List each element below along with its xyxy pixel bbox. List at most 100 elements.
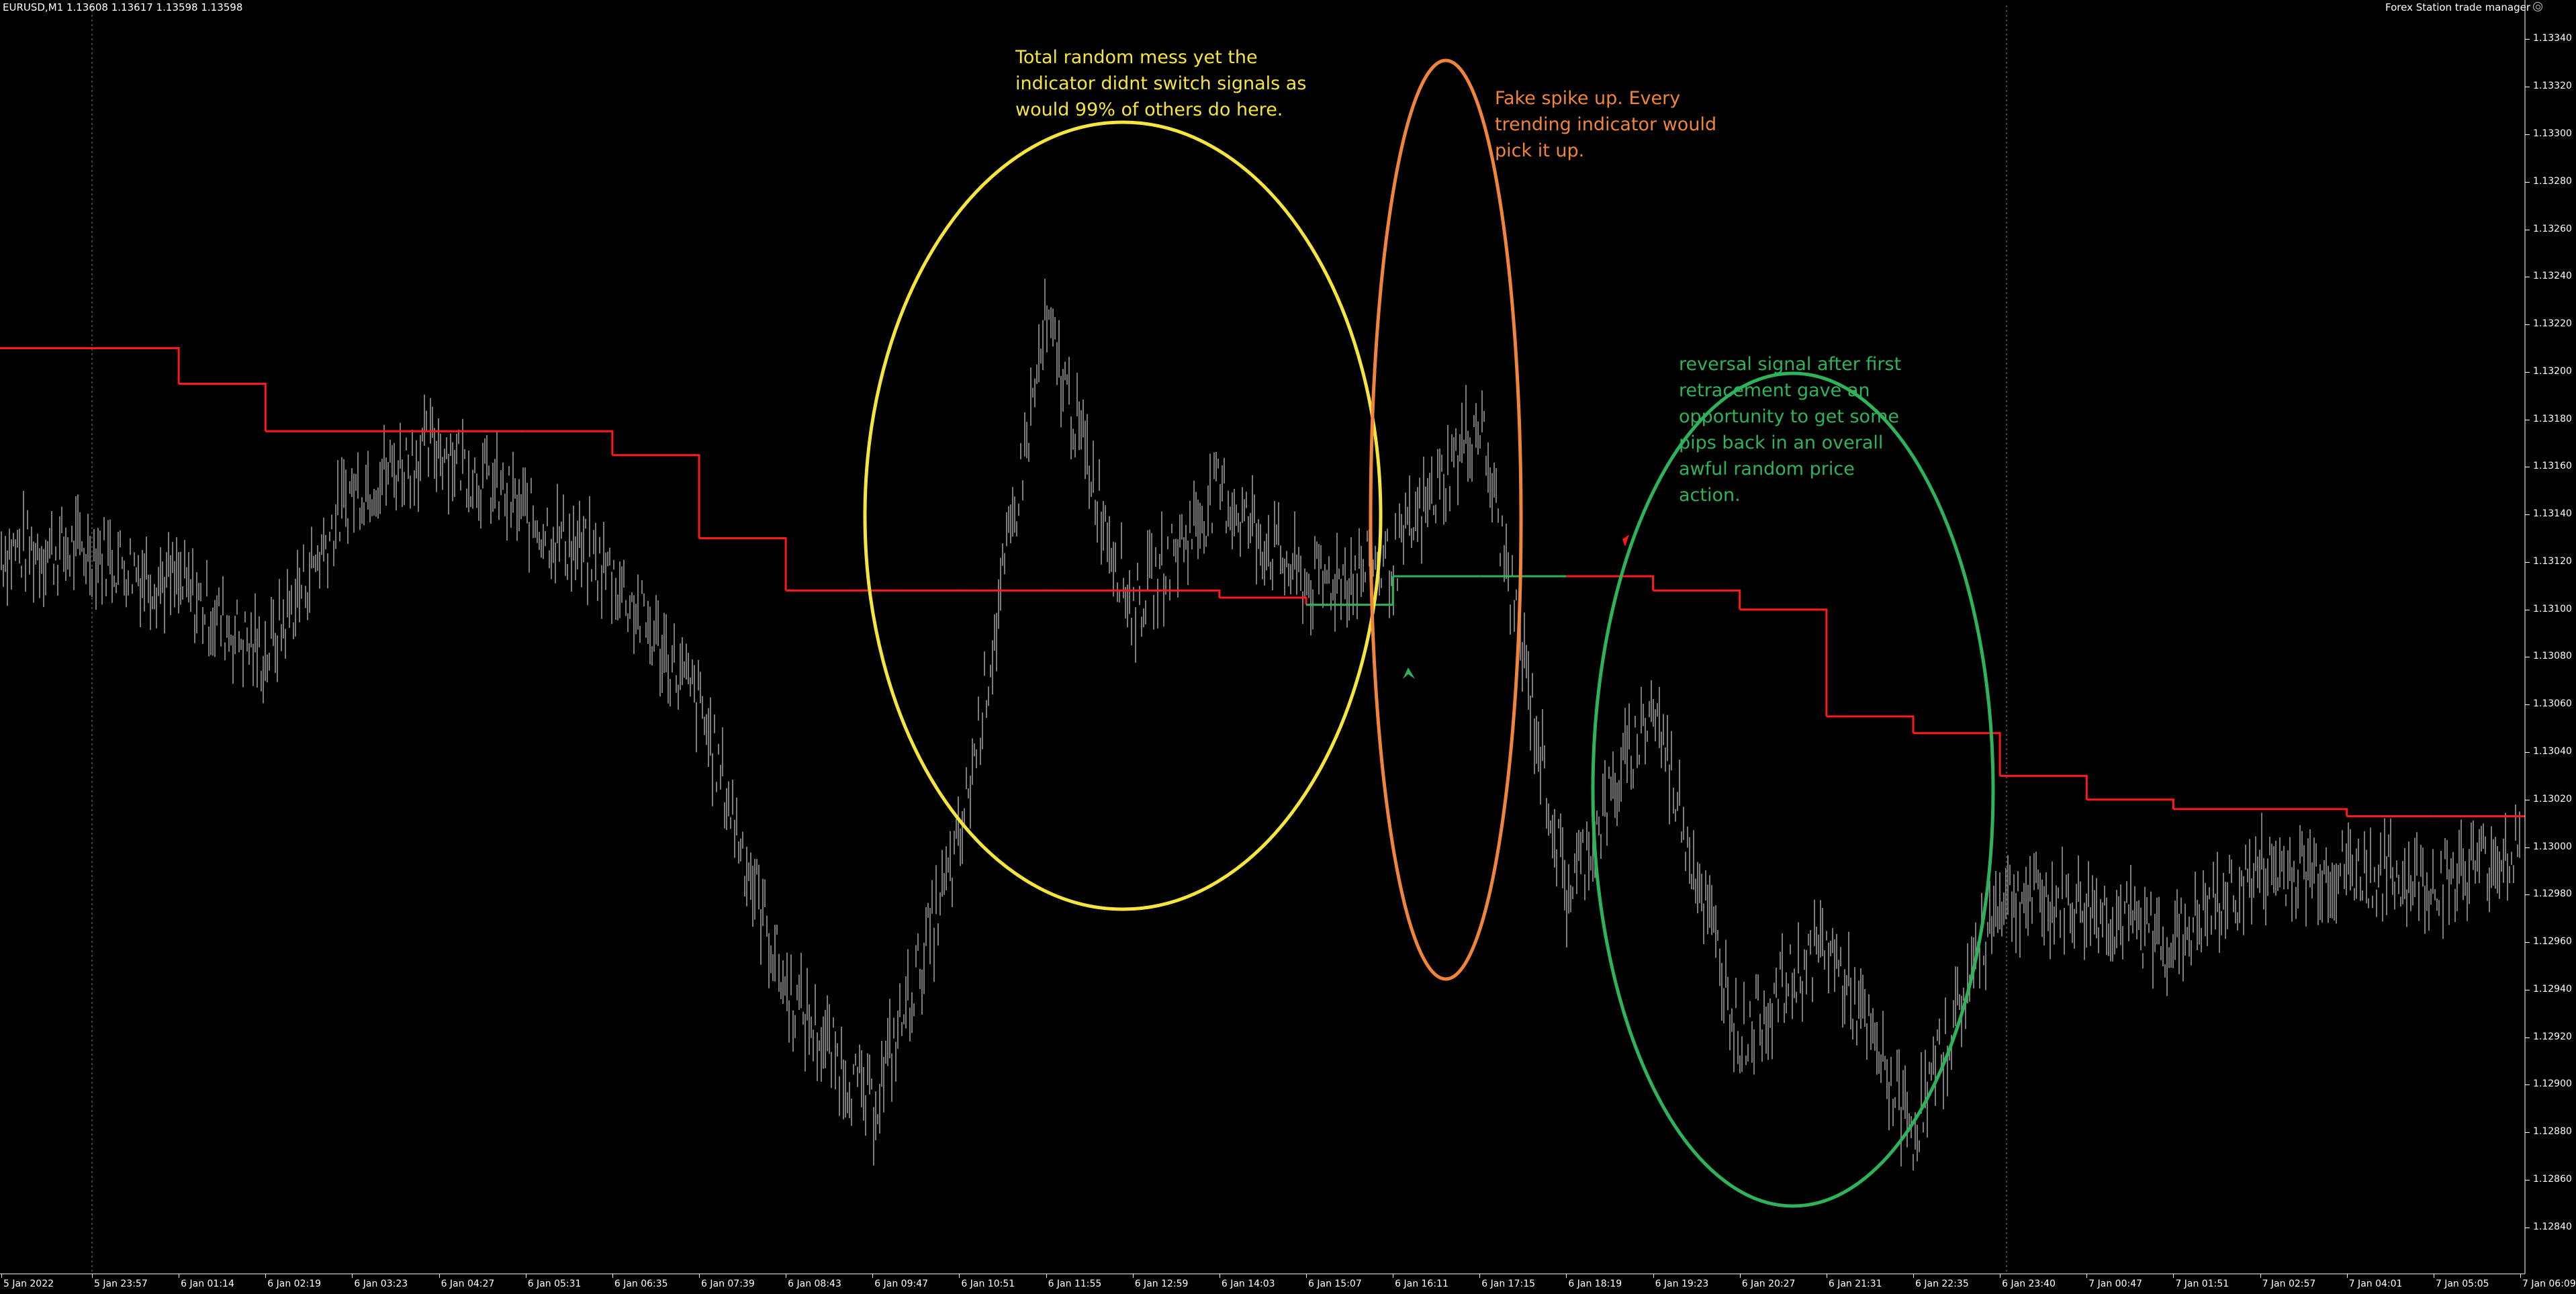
price-axis-label: 1.12900 — [2533, 1078, 2572, 1090]
price-axis-label: 1.13060 — [2533, 698, 2572, 710]
time-axis-label: 6 Jan 03:23 — [354, 1279, 408, 1289]
trend-segment — [2086, 798, 2174, 809]
trend-segment — [2000, 774, 2088, 800]
time-axis-label: 6 Jan 01:14 — [181, 1279, 234, 1289]
trend-indicator-line — [0, 346, 2525, 818]
time-axis-label: 6 Jan 07:39 — [701, 1279, 755, 1289]
price-tick — [2525, 704, 2530, 706]
price-tick — [2525, 371, 2530, 373]
price-axis-label: 1.13160 — [2533, 461, 2572, 472]
trend-segment — [525, 430, 614, 455]
time-tick — [2086, 1274, 2088, 1278]
annotation-line: would 99% of others do here. — [1015, 99, 1283, 120]
symbol-info: EURUSD,M1 1.13608 1.13617 1.13598 1.1359… — [3, 1, 243, 13]
time-axis-label: 6 Jan 14:03 — [1221, 1279, 1275, 1289]
annotation-text-green: reversal signal after first retracement … — [1679, 351, 1901, 508]
annotation-line: indicator didnt switch signals as — [1015, 73, 1307, 94]
time-axis-label: 6 Jan 15:07 — [1308, 1279, 1362, 1289]
time-axis-label: 6 Jan 11:55 — [1048, 1279, 1102, 1289]
price-axis-label: 1.12860 — [2533, 1173, 2572, 1185]
price-axis-label: 1.13200 — [2533, 365, 2572, 377]
time-axis-label: 6 Jan 02:19 — [267, 1279, 322, 1289]
price-axis-label: 1.13340 — [2533, 33, 2572, 44]
time-axis-label: 7 Jan 02:57 — [2262, 1279, 2316, 1289]
time-tick — [2173, 1274, 2174, 1278]
time-tick — [1479, 1274, 1481, 1278]
time-axis-label: 6 Jan 12:59 — [1134, 1279, 1189, 1289]
price-tick — [2525, 324, 2530, 326]
price-axis-label: 1.13280 — [2533, 175, 2572, 187]
price-axis-label: 1.13100 — [2533, 603, 2572, 614]
time-axis-label: 7 Jan 05:05 — [2435, 1279, 2489, 1289]
time-axis-label: 7 Jan 01:51 — [2175, 1279, 2229, 1289]
price-axis-label: 1.13220 — [2533, 318, 2572, 330]
trade-manager-label[interactable]: Forex Station trade manager — [2385, 1, 2530, 13]
price-tick — [2525, 1179, 2530, 1181]
time-axis-label: 5 Jan 2022 — [3, 1279, 54, 1289]
trend-segment — [1566, 575, 1655, 591]
time-tick — [2260, 1274, 2261, 1278]
time-axis-label: 6 Jan 17:15 — [1481, 1279, 1536, 1289]
time-axis-label: 6 Jan 21:31 — [1828, 1279, 1882, 1289]
annotation-line: action. — [1679, 485, 1741, 506]
time-tick — [265, 1274, 267, 1278]
time-axis-label: 6 Jan 16:11 — [1395, 1279, 1448, 1289]
price-axis-label: 1.13000 — [2533, 841, 2572, 852]
annotation-line: Fake spike up. Every — [1495, 88, 1681, 109]
price-tick — [2525, 134, 2530, 135]
time-axis-label: 6 Jan 05:31 — [527, 1279, 582, 1289]
time-axis-label: 6 Jan 18:19 — [1568, 1279, 1622, 1289]
price-tick — [2525, 847, 2530, 848]
trend-segment — [699, 537, 787, 591]
time-axis-label: 5 Jan 23:57 — [94, 1279, 148, 1289]
annotation-ellipse-green — [1591, 371, 1995, 1208]
price-axis-label: 1.12880 — [2533, 1126, 2572, 1138]
time-tick — [2346, 1274, 2348, 1278]
time-tick — [1739, 1274, 1741, 1278]
trend-segment — [1826, 715, 1915, 733]
trend-segment — [1913, 732, 2001, 776]
annotation-line: retracement gave an — [1679, 380, 1870, 401]
time-axis-label: 6 Jan 06:35 — [614, 1279, 668, 1289]
annotation-text-orange: Fake spike up. Every trending indicator … — [1495, 85, 1716, 164]
price-tick — [2525, 39, 2530, 40]
annotation-line: trending indicator would — [1495, 114, 1717, 135]
price-tick — [2525, 894, 2530, 896]
time-tick — [1306, 1274, 1307, 1278]
price-tick — [2525, 1037, 2530, 1038]
price-tick — [2525, 1132, 2530, 1134]
price-axis-label: 1.12840 — [2533, 1221, 2572, 1232]
time-tick — [92, 1274, 93, 1278]
time-tick — [699, 1274, 700, 1278]
price-axis-label: 1.13120 — [2533, 555, 2572, 567]
price-axis-label: 1.13140 — [2533, 508, 2572, 520]
time-axis-label: 7 Jan 00:47 — [2088, 1279, 2143, 1289]
time-axis-label: 6 Jan 20:27 — [1741, 1279, 1796, 1289]
time-tick — [352, 1274, 353, 1278]
time-axis-label: 6 Jan 19:23 — [1655, 1279, 1709, 1289]
sell-arrow-icon — [1620, 535, 1629, 547]
trend-segment — [92, 346, 180, 384]
price-bars — [1, 279, 2520, 1171]
time-tick — [1132, 1274, 1134, 1278]
time-tick — [872, 1274, 874, 1278]
trend-segment — [1653, 589, 1741, 610]
trend-segment — [2260, 808, 2348, 817]
trend-segment — [1219, 596, 1307, 605]
time-tick — [1, 1274, 2, 1278]
price-axis-label: 1.13040 — [2533, 746, 2572, 757]
time-axis-label: 6 Jan 04:27 — [441, 1279, 495, 1289]
time-tick — [1046, 1274, 1047, 1278]
time-axis-label: 6 Jan 08:43 — [788, 1279, 841, 1289]
price-tick — [2525, 561, 2530, 563]
annotation-text-yellow: Total random mess yet the indicator didn… — [1015, 44, 1306, 123]
price-axis-label: 1.13020 — [2533, 793, 2572, 804]
target-icon[interactable] — [2533, 2, 2542, 11]
trend-segment — [1306, 576, 1394, 606]
time-axis-label: 7 Jan 06:09 — [2522, 1279, 2576, 1289]
time-tick — [1566, 1274, 1567, 1278]
annotation-line: opportunity to get some — [1679, 406, 1899, 427]
time-tick — [439, 1274, 440, 1278]
